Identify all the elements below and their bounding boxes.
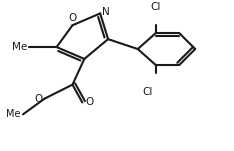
Text: O: O [85, 98, 94, 108]
Text: O: O [68, 13, 77, 23]
Text: Me: Me [12, 42, 27, 52]
Text: N: N [102, 7, 110, 17]
Text: Cl: Cl [143, 87, 153, 97]
Text: Me: Me [7, 109, 21, 119]
Text: O: O [34, 93, 43, 104]
Text: Cl: Cl [150, 2, 161, 12]
